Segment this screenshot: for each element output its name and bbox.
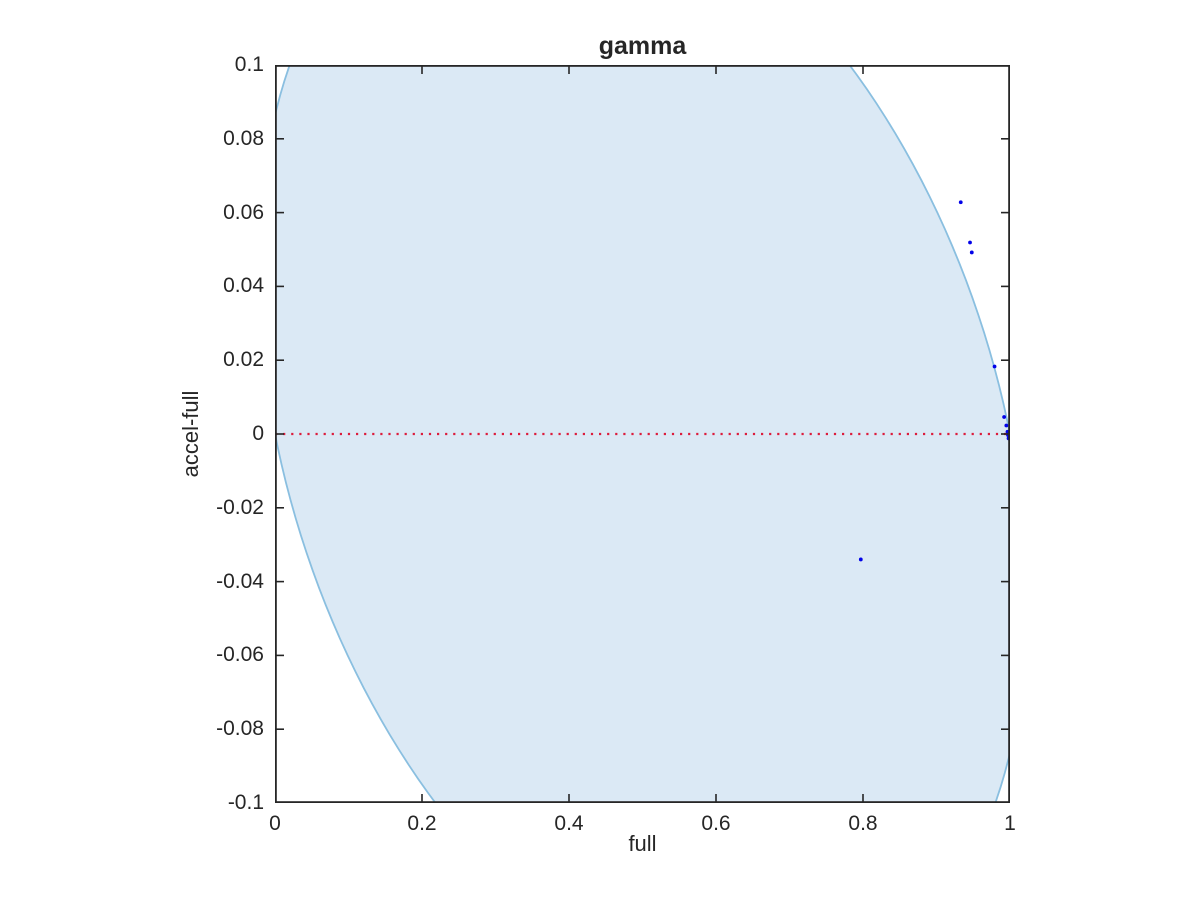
y-tick-label: 0.06 xyxy=(223,200,264,224)
scatter-point xyxy=(1002,415,1007,419)
y-tick-label: 0.02 xyxy=(223,348,264,372)
x-tick-label: 0 xyxy=(269,812,281,835)
y-tick-label: -0.1 xyxy=(227,791,264,814)
y-tick-label: -0.06 xyxy=(216,643,264,667)
y-tick-label: 0 xyxy=(252,422,264,445)
x-axis-label: full xyxy=(628,831,657,856)
scatter-point xyxy=(858,557,863,562)
scatter-point xyxy=(992,364,997,369)
plot-area xyxy=(275,65,1010,803)
y-tick-label: -0.08 xyxy=(216,717,264,741)
y-tick-label: 0.04 xyxy=(223,274,264,298)
y-tick-label: -0.02 xyxy=(216,495,264,519)
plot-title: gamma xyxy=(598,32,687,60)
y-tick-label: 0.08 xyxy=(223,126,264,150)
plot-frame xyxy=(275,65,1010,803)
scatter-point xyxy=(1004,423,1009,428)
scatter-point xyxy=(958,200,963,205)
scatter-point xyxy=(969,250,974,255)
y-tick-label: 0.1 xyxy=(234,53,264,76)
x-tick-label: 1 xyxy=(1004,812,1016,835)
x-tick-label: 0.2 xyxy=(407,812,437,835)
y-tick-label: -0.04 xyxy=(216,569,264,593)
x-tick-label: 0.4 xyxy=(554,812,584,835)
x-tick-label: 0.8 xyxy=(848,812,878,835)
confidence-region-ellipse xyxy=(275,65,1010,803)
scatter-point xyxy=(968,240,972,245)
x-tick-label: 0.6 xyxy=(701,812,731,835)
